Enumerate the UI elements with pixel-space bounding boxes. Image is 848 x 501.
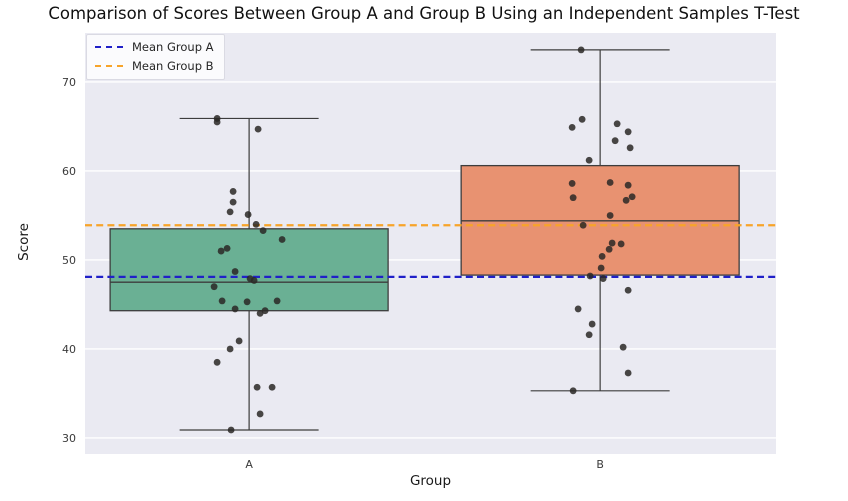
data-point — [235, 337, 243, 345]
data-point — [278, 236, 286, 243]
data-point — [261, 307, 269, 315]
data-point — [611, 137, 619, 145]
y-tick-label: 40 — [62, 343, 76, 356]
data-point — [213, 358, 221, 366]
chart-title: Comparison of Scores Between Group A and… — [48, 4, 800, 23]
data-point — [568, 180, 576, 187]
y-tick-label: 70 — [62, 76, 76, 89]
data-point — [250, 277, 258, 284]
data-point — [253, 383, 261, 391]
data-point — [619, 343, 627, 351]
data-point — [218, 297, 226, 305]
legend-label: Mean Group A — [132, 40, 214, 54]
data-point — [613, 120, 621, 128]
x-tick-label: A — [245, 458, 253, 471]
data-point — [259, 227, 267, 234]
data-point — [231, 268, 239, 275]
data-point — [617, 240, 625, 248]
data-point — [273, 297, 281, 305]
data-point — [210, 283, 218, 291]
data-point — [217, 247, 225, 255]
data-point — [229, 188, 237, 195]
x-axis-label: Group — [409, 473, 452, 489]
data-point — [243, 298, 251, 306]
data-point — [624, 128, 632, 136]
data-point — [598, 253, 606, 260]
data-point — [569, 387, 577, 395]
y-tick-label: 50 — [62, 254, 76, 267]
data-point — [624, 286, 632, 294]
data-point — [622, 196, 630, 204]
data-point — [254, 125, 262, 133]
data-point — [628, 193, 636, 201]
data-point — [577, 46, 585, 54]
legend-label: Mean Group B — [132, 59, 214, 73]
data-point — [626, 144, 634, 152]
data-point — [585, 331, 593, 339]
data-point — [244, 211, 252, 218]
data-point — [568, 123, 576, 131]
y-axis-label: Score — [16, 223, 32, 261]
data-point — [624, 181, 632, 189]
data-point — [226, 345, 234, 353]
data-point — [256, 410, 264, 418]
x-tick-label: B — [596, 458, 604, 471]
data-point — [252, 220, 260, 228]
box-a — [109, 228, 389, 312]
data-point — [229, 198, 237, 206]
legend: Mean Group A Mean Group B — [86, 34, 225, 80]
data-point — [231, 305, 239, 313]
data-point — [605, 245, 613, 253]
data-point — [579, 221, 587, 229]
data-point — [223, 244, 231, 252]
data-point — [574, 305, 582, 313]
legend-item-mean-group-b: Mean Group B — [95, 59, 214, 73]
data-point — [599, 275, 607, 283]
data-point — [268, 383, 276, 391]
data-point — [256, 309, 264, 317]
data-point — [586, 272, 594, 280]
data-point — [597, 264, 605, 272]
data-point — [569, 194, 577, 202]
data-point — [226, 208, 234, 216]
data-point — [608, 239, 616, 247]
data-point — [578, 115, 586, 123]
dashed-line-sample-icon — [95, 46, 123, 48]
data-point — [227, 426, 235, 434]
y-tick-label: 30 — [62, 432, 76, 445]
data-point — [624, 369, 632, 377]
data-point — [588, 320, 596, 328]
data-point — [585, 156, 593, 164]
data-point — [606, 212, 614, 219]
data-point — [606, 179, 614, 186]
data-point — [213, 118, 221, 126]
dashed-line-sample-icon — [95, 65, 123, 67]
legend-item-mean-group-a: Mean Group A — [95, 40, 214, 54]
y-tick-label: 60 — [62, 165, 76, 178]
